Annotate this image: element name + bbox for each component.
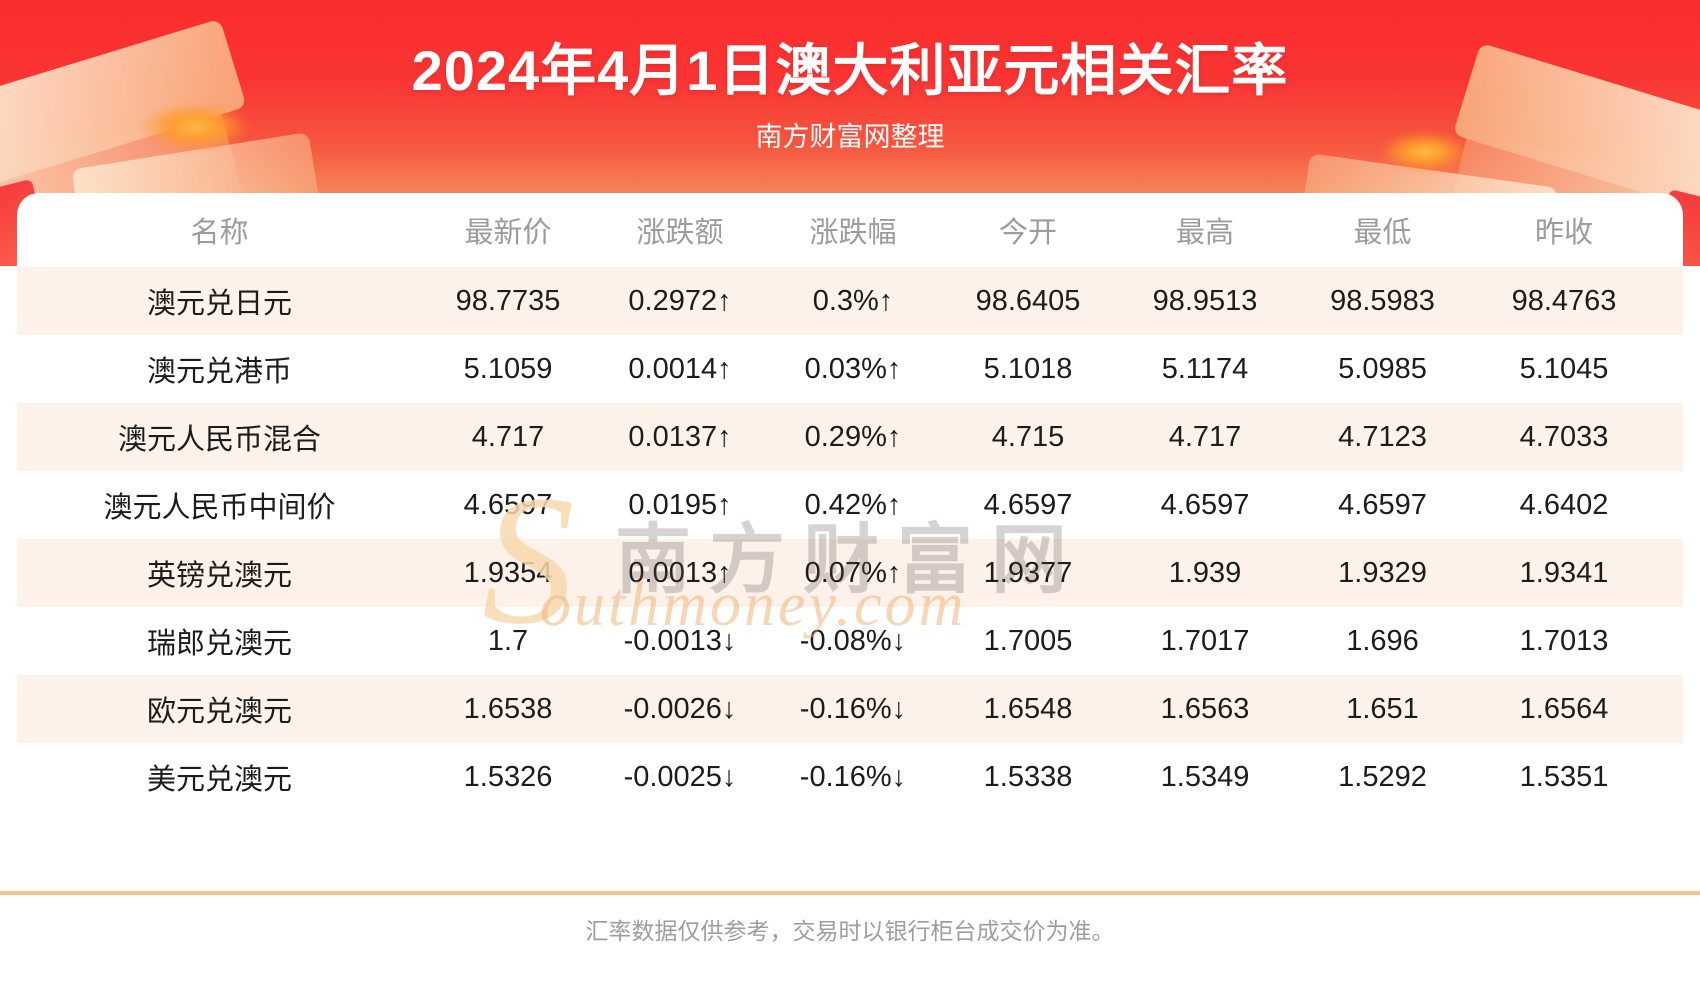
table-row: 澳元兑日元 98.7735 0.2972↑ 0.3%↑ 98.6405 98.9513 98… [17,267,1683,335]
column-header-low: 最低 [1353,217,1412,249]
cell-prev_close: 1.5351 [1519,760,1609,793]
rates-table-body: 澳元兑日元 98.7735 0.2972↑ 0.3%↑ 98.6405 98.9513 98… [17,267,1683,811]
cell-prev_close: 4.7033 [1519,420,1609,453]
cell-high: 1.7017 [1160,624,1250,657]
cell-prev_close: 98.4763 [1511,284,1617,317]
cell-open: 1.7005 [983,624,1073,657]
cell-latest: 4.717 [471,420,545,453]
cell-name: 欧元兑澳元 [146,696,292,728]
table-row: 澳元人民币中间价 4.6597 0.0195↑ 0.42%↑ 4.6597 4.6597 4… [17,471,1683,539]
column-header-change-pct: 涨跌幅 [809,217,897,249]
page-subtitle: 南方财富网整理 [755,122,945,152]
cell-high: 1.939 [1168,556,1242,589]
glow-decoration [140,103,250,151]
cell-open: 1.6548 [983,692,1073,725]
cell-change: 0.0013↑ [628,556,732,589]
cell-change_pct: 0.42%↑ [804,488,902,521]
cell-change_pct: 0.03%↑ [804,352,902,385]
cell-prev_close: 4.6402 [1519,488,1609,521]
rates-table: 名称 最新价 涨跌额 涨跌幅 今开 最高 最低 昨收 澳元兑日元 98.7735 0… [17,193,1683,811]
cell-low: 4.7123 [1338,420,1427,453]
table-row: 澳元兑港币 5.1059 0.0014↑ 0.03%↑ 5.1018 5.1174 5.09… [17,335,1683,403]
table-row: 欧元兑澳元 1.6538 -0.0026↓ -0.16%↓ 1.6548 1.6563 1.… [17,675,1683,743]
cell-latest: 5.1059 [463,352,553,385]
cell-low: 1.5292 [1338,760,1427,793]
cell-name: 澳元兑日元 [146,288,292,320]
cell-name: 澳元兑港币 [146,356,292,388]
cell-open: 1.9377 [983,556,1073,589]
column-header-prev-close: 昨收 [1534,217,1593,249]
cell-change_pct: -0.16%↓ [799,760,907,793]
cell-open: 4.6597 [983,488,1073,521]
cell-change: 0.2972↑ [628,284,732,317]
cell-low: 1.9329 [1338,556,1427,589]
cell-latest: 98.7735 [455,284,561,317]
cell-prev_close: 5.1045 [1519,352,1609,385]
column-header-open: 今开 [998,217,1057,249]
cell-change: -0.0013↓ [623,624,737,657]
table-header-row: 名称 最新价 涨跌额 涨跌幅 今开 最高 最低 昨收 [17,193,1683,267]
cell-latest: 1.7 [487,624,529,657]
cell-latest: 1.5326 [463,760,553,793]
table-row: 英镑兑澳元 1.9354 0.0013↑ 0.07%↑ 1.9377 1.939 1.932… [17,539,1683,607]
cell-change_pct: 0.07%↑ [804,556,902,589]
disclaimer-text: 汇率数据仅供参考，交易时以银行柜台成交价为准。 [585,918,1115,944]
cell-high: 1.6563 [1160,692,1250,725]
cell-change: -0.0025↓ [623,760,737,793]
cell-low: 5.0985 [1338,352,1427,385]
cell-low: 4.6597 [1338,488,1427,521]
cell-change_pct: 0.29%↑ [804,420,902,453]
footer-divider [0,891,1700,895]
cell-open: 98.6405 [975,284,1081,317]
cell-high: 5.1174 [1161,352,1249,385]
column-header-high: 最高 [1175,217,1234,249]
cell-change: 0.0137↑ [628,420,732,453]
cell-latest: 4.6597 [463,488,553,521]
column-header-name: 名称 [190,217,249,249]
column-header-latest: 最新价 [464,217,552,249]
cell-prev_close: 1.6564 [1519,692,1609,725]
cell-change_pct: -0.16%↓ [799,692,907,725]
table-row: 美元兑澳元 1.5326 -0.0025↓ -0.16%↓ 1.5338 1.5349 1.… [17,743,1683,811]
cell-name: 英镑兑澳元 [146,560,292,592]
cell-low: 1.651 [1346,692,1419,725]
cell-high: 4.717 [1168,420,1242,453]
cell-high: 4.6597 [1160,488,1250,521]
cell-change_pct: 0.3%↑ [812,284,894,317]
cell-high: 98.9513 [1152,284,1258,317]
cell-low: 1.696 [1346,624,1419,657]
cell-change_pct: -0.08%↓ [799,624,907,657]
cell-open: 4.715 [991,420,1065,453]
cell-prev_close: 1.9341 [1519,556,1609,589]
cell-low: 98.5983 [1330,284,1435,317]
table-row: 瑞郎兑澳元 1.7 -0.0013↓ -0.08%↓ 1.7005 1.7017 1.696… [17,607,1683,675]
cell-change: 0.0195↑ [628,488,732,521]
cell-high: 1.5349 [1160,760,1250,793]
cell-name: 瑞郎兑澳元 [146,628,292,660]
rates-card: 名称 最新价 涨跌额 涨跌幅 今开 最高 最低 昨收 澳元兑日元 98.7735 0… [17,193,1683,845]
cell-name: 美元兑澳元 [146,764,292,796]
page-title: 2024年4月1日澳大利亚元相关汇率 [411,39,1289,102]
cell-name: 澳元人民币中间价 [103,492,336,524]
column-header-change: 涨跌额 [636,217,724,249]
cell-open: 1.5338 [983,760,1073,793]
cell-change: -0.0026↓ [623,692,737,725]
cell-latest: 1.9354 [463,556,553,589]
cell-open: 5.1018 [983,352,1073,385]
cell-change: 0.0014↑ [628,352,732,385]
cell-prev_close: 1.7013 [1519,624,1609,657]
glow-decoration [1380,132,1470,172]
table-row: 澳元人民币混合 4.717 0.0137↑ 0.29%↑ 4.715 4.717 4.712… [17,403,1683,471]
cell-name: 澳元人民币混合 [117,424,321,456]
cell-latest: 1.6538 [463,692,553,725]
